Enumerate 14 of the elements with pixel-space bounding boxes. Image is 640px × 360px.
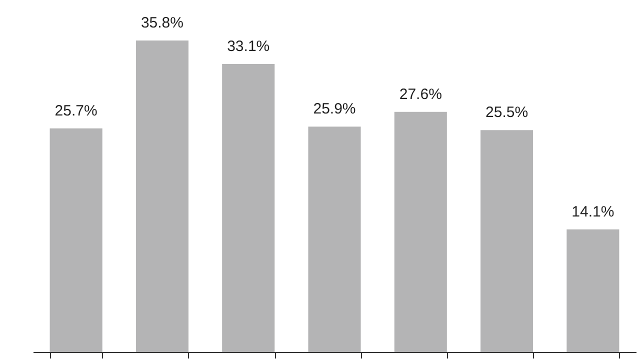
data-label: 25.9% (313, 100, 356, 118)
bar (308, 126, 361, 352)
data-label: 14.1% (572, 203, 614, 220)
data-label: 25.5% (486, 104, 528, 122)
bar (222, 64, 275, 352)
data-label: 33.1% (227, 38, 270, 55)
data-label: 25.7% (54, 102, 98, 120)
bar (566, 229, 620, 352)
bar (50, 128, 102, 352)
bar (136, 40, 188, 352)
data-label: 27.6% (399, 86, 442, 103)
bar (480, 130, 534, 352)
bar (394, 112, 447, 352)
data-label: 35.8% (140, 14, 184, 32)
